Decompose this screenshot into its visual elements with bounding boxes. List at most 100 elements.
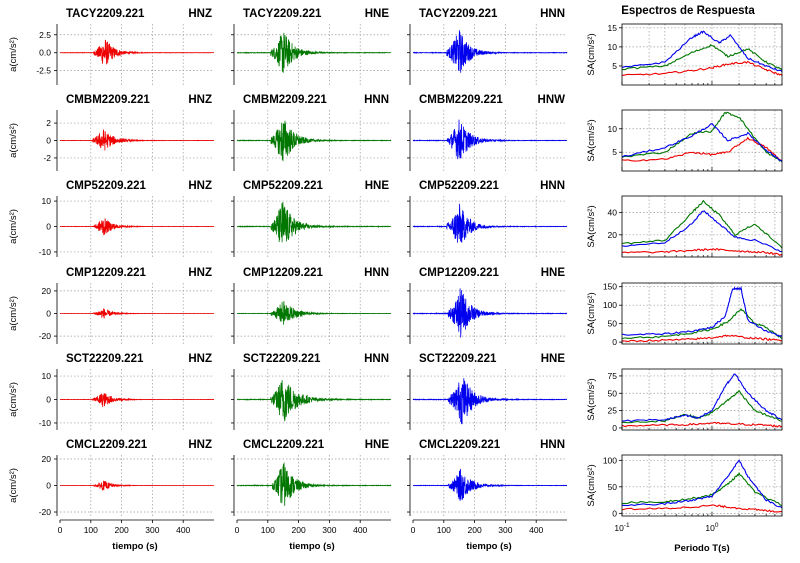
sa-ylabel-r2: SA(cm/s²) bbox=[586, 205, 597, 247]
time-axis-label-col2: tiempo (s) bbox=[289, 541, 334, 552]
x-tick-label-r5c1: 0 bbox=[235, 525, 240, 535]
y-tick-label-r5c0: 0 bbox=[46, 481, 51, 491]
spectra-frame-r2 bbox=[621, 195, 783, 258]
spectra-y-tick-label-r1: 5 bbox=[612, 147, 617, 157]
spectrum-line-h1-r3 bbox=[621, 308, 783, 340]
trace-component-r4c2: HNE bbox=[541, 353, 566, 365]
trace-title-r4c0: SCT22209.221 bbox=[66, 353, 144, 365]
accel-ylabel-r4: a(cm/s²) bbox=[8, 382, 19, 417]
x-tick-label-r5c0: 100 bbox=[84, 525, 98, 535]
trace-title-r4c1: SCT22209.221 bbox=[243, 353, 321, 365]
x-tick-label-r5c0: 400 bbox=[176, 525, 190, 535]
text-layer: 2.5 0.0 -2.5 TACY2209.221 HNZ TACY2209.221 HNE… bbox=[8, 8, 719, 535]
spectrum-line-h2-r4 bbox=[621, 373, 783, 423]
accel-ylabel-r5: a(cm/s²) bbox=[8, 468, 19, 503]
spectra-y-tick-label-r2: 40 bbox=[608, 208, 618, 218]
trace-title-r2c2: CMP52209.221 bbox=[419, 180, 500, 192]
y-tick-label-r0c0: -2.5 bbox=[36, 66, 51, 76]
trace-component-r2c0: HNZ bbox=[188, 180, 212, 192]
trace-title-r5c0: CMCL2209.221 bbox=[66, 439, 148, 451]
spectra-y-tick-label-r4: 25 bbox=[608, 406, 618, 416]
trace-component-r3c0: HNZ bbox=[188, 267, 212, 279]
seismogram-hne-r3c2 bbox=[412, 288, 568, 338]
spectrum-line-h1-r2 bbox=[621, 199, 783, 249]
time-axis-label-col3: tiempo (s) bbox=[466, 541, 511, 552]
seismogram-hnz-r1c0 bbox=[59, 129, 214, 151]
spectrum-line-h2-r0 bbox=[621, 30, 783, 73]
y-tick-label-r1c0: -2 bbox=[43, 153, 51, 163]
spectra-y-tick-label-r0: 5 bbox=[612, 61, 617, 71]
seismogram-hnz-r0c0 bbox=[59, 39, 215, 65]
x-tick-label-r5c1: 200 bbox=[292, 525, 306, 535]
x-tick-label-r5c0: 0 bbox=[58, 525, 63, 535]
trace-component-r5c2: HNN bbox=[540, 439, 565, 451]
trace-component-r1c2: HNW bbox=[538, 94, 566, 106]
accel-ylabel-r2: a(cm/s²) bbox=[8, 209, 19, 244]
y-tick-label-r2c0: 0 bbox=[46, 222, 51, 232]
period-tick-label: 10-1 bbox=[614, 522, 630, 533]
spectrum-line-hnz-r3 bbox=[621, 334, 783, 343]
y-tick-label-r3c0: 20 bbox=[42, 286, 52, 296]
trace-title-r2c0: CMP52209.221 bbox=[66, 180, 147, 192]
spectra-frame-r3 bbox=[621, 282, 783, 345]
y-tick-label-r2c0: -10 bbox=[39, 247, 52, 257]
x-tick-label-r5c1: 300 bbox=[322, 525, 336, 535]
y-tick-label-r0c0: 0.0 bbox=[39, 48, 51, 58]
spectrum-line-hnz-r0 bbox=[621, 60, 783, 76]
y-tick-label-r5c0: -20 bbox=[39, 507, 52, 517]
trace-component-r3c1: HNN bbox=[364, 267, 389, 279]
seismogram-hnn-r4c1 bbox=[236, 380, 392, 422]
trace-component-r0c0: HNZ bbox=[188, 8, 212, 20]
spectra-y-tick-label-r3: 0 bbox=[612, 337, 617, 347]
y-tick-label-r3c0: -20 bbox=[39, 331, 52, 341]
accel-ylabel-r0: a(cm/s²) bbox=[8, 37, 19, 72]
trace-component-r4c1: HNN bbox=[364, 353, 389, 365]
spectra-y-tick-label-r5: 0 bbox=[612, 508, 617, 518]
spectra-y-tick-label-r5: 100 bbox=[603, 455, 617, 465]
y-tick-label-r5c0: 20 bbox=[42, 454, 52, 464]
spectra-frame-r5 bbox=[621, 454, 783, 517]
y-tick-label-r4c0: 0 bbox=[46, 395, 51, 405]
sa-ylabel-r1: SA(cm/s²) bbox=[586, 119, 597, 161]
x-tick-label-r5c2: 200 bbox=[468, 525, 482, 535]
spectrum-line-h2-r2 bbox=[621, 210, 783, 253]
spectrum-line-hnz-r5 bbox=[621, 504, 783, 513]
spectrum-line-h2-r3 bbox=[621, 285, 783, 338]
traces-layer bbox=[59, 30, 783, 513]
accel-ylabel-r1: a(cm/s²) bbox=[8, 123, 19, 158]
axes-layer bbox=[54, 23, 783, 523]
x-tick-label-r5c2: 300 bbox=[498, 525, 512, 535]
spectrum-line-hnz-r2 bbox=[621, 248, 783, 256]
x-tick-label-r5c2: 0 bbox=[411, 525, 416, 535]
trace-component-r1c0: HNZ bbox=[188, 94, 212, 106]
accel-ylabel-r3: a(cm/s²) bbox=[8, 296, 19, 331]
trace-title-r1c2: CMBM2209.221 bbox=[419, 94, 503, 106]
time-axis-label-col1: tiempo (s) bbox=[112, 541, 157, 552]
sa-ylabel-r0: SA(cm/s²) bbox=[586, 33, 597, 75]
trace-title-r0c0: TACY2209.221 bbox=[66, 8, 145, 20]
spectra-y-tick-label-r0: 10 bbox=[608, 42, 618, 52]
spectrum-line-h1-r4 bbox=[621, 389, 782, 424]
sa-ylabel-r4: SA(cm/s²) bbox=[586, 378, 597, 420]
y-tick-label-r1c0: 2 bbox=[46, 118, 51, 128]
trace-component-r4c0: HNZ bbox=[188, 353, 212, 365]
period-tick-label: 100 bbox=[705, 522, 718, 533]
seismogram-hnz-r4c0 bbox=[60, 393, 214, 408]
trace-component-r5c0: HNZ bbox=[188, 439, 212, 451]
trace-component-r5c1: HNE bbox=[365, 439, 390, 451]
spectra-y-tick-label-r2: 20 bbox=[608, 230, 618, 240]
seismogram-hne-r5c1 bbox=[236, 462, 392, 506]
trace-title-r3c0: CMP12209.221 bbox=[66, 267, 147, 279]
spectra-y-tick-label-r3: 100 bbox=[603, 300, 617, 310]
x-tick-label-r5c2: 100 bbox=[437, 525, 451, 535]
trace-title-r1c0: CMBM2209.221 bbox=[66, 94, 150, 106]
trace-title-r3c1: CMP12209.221 bbox=[243, 267, 324, 279]
x-tick-label-r5c2: 400 bbox=[529, 525, 543, 535]
trace-title-r2c1: CMP52209.221 bbox=[243, 180, 324, 192]
spectra-frame-r4 bbox=[621, 368, 783, 431]
spectrum-line-h2-r1 bbox=[621, 122, 783, 162]
spectrum-line-h1-r5 bbox=[621, 471, 783, 506]
trace-component-r0c1: HNE bbox=[365, 8, 390, 20]
y-tick-label-r4c0: 10 bbox=[42, 371, 52, 381]
spectra-y-tick-label-r1: 10 bbox=[608, 124, 618, 134]
